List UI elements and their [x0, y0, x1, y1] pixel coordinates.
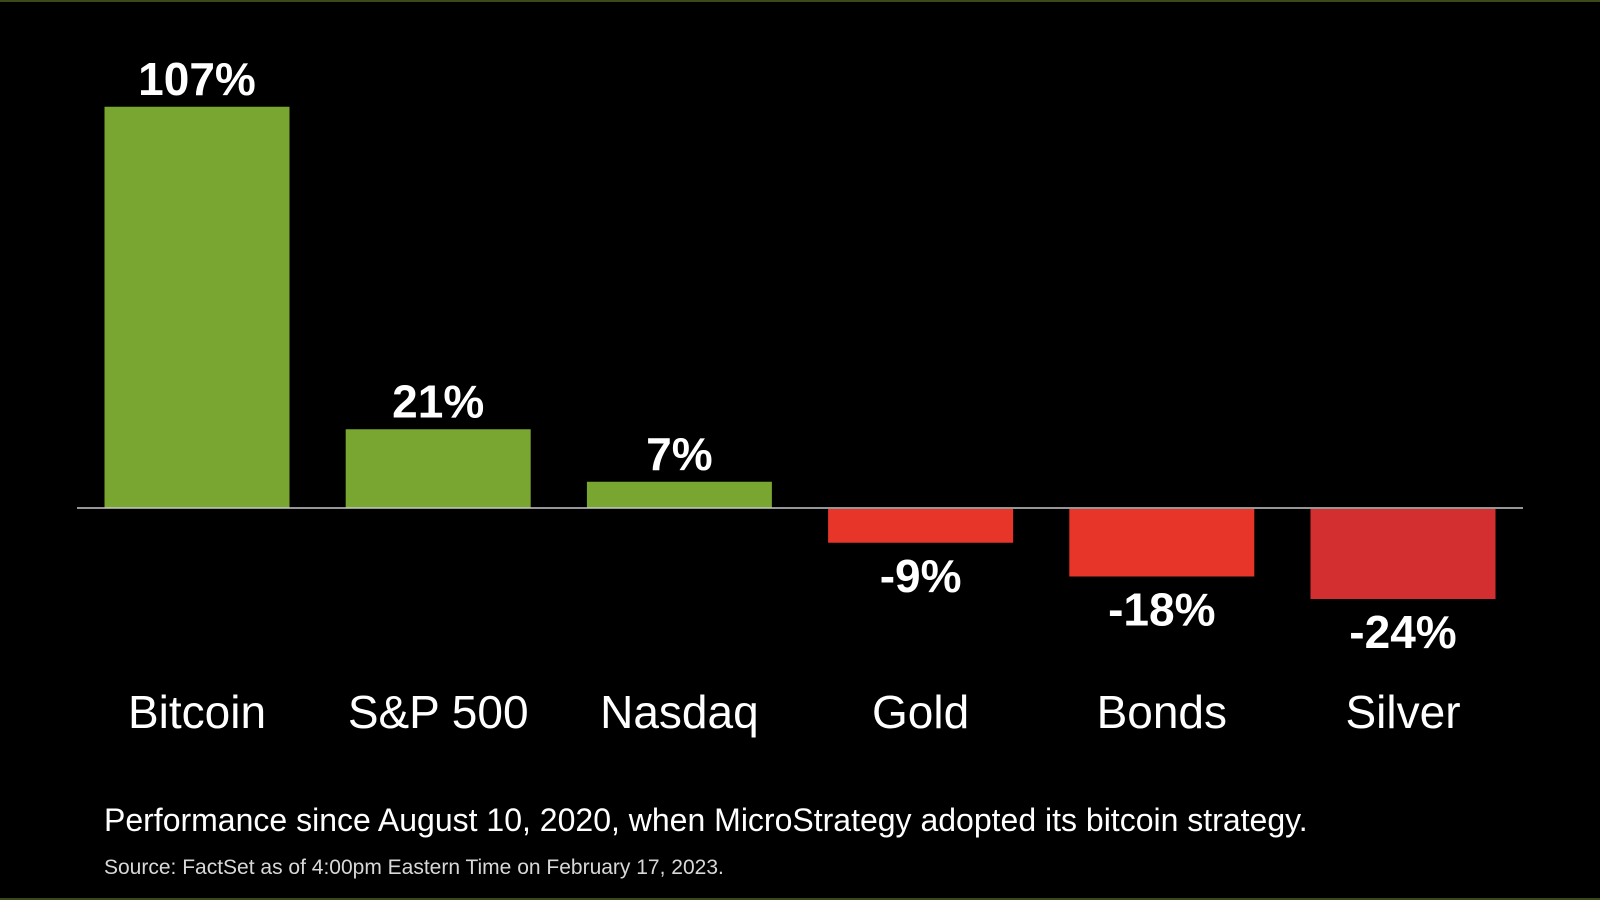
source-note: Source: FactSet as of 4:00pm Eastern Tim… — [104, 856, 724, 879]
value-label-silver: -24% — [1349, 606, 1456, 658]
bar-bonds — [1069, 509, 1255, 577]
bar-silver — [1310, 509, 1496, 599]
category-label-silver: Silver — [1345, 686, 1460, 738]
category-label-nasdaq: Nasdaq — [600, 686, 759, 738]
category-label-bonds: Bonds — [1097, 686, 1227, 738]
value-labels-layer: 107% 21% 7% -9% -18% -24% — [138, 53, 1457, 658]
chart-caption: Performance since August 10, 2020, when … — [104, 802, 1308, 838]
value-label-bonds: -18% — [1108, 584, 1215, 636]
value-label-bitcoin: 107% — [138, 53, 256, 105]
category-label-bitcoin: Bitcoin — [128, 686, 266, 738]
bar-chart: 107% 21% 7% -9% -18% -24% Bitcoin S&P 500 Nasda… — [77, 53, 1523, 738]
bar-bitcoin — [104, 106, 290, 508]
bar-s-p-500 — [345, 429, 531, 508]
bar-nasdaq — [586, 481, 772, 508]
value-label-gold: -9% — [880, 550, 962, 602]
value-label-s-p-500: 21% — [392, 375, 484, 427]
bars-layer — [104, 106, 1496, 599]
category-label-s-p-500: S&P 500 — [348, 686, 529, 738]
value-label-nasdaq: 7% — [646, 428, 712, 480]
bar-gold — [828, 509, 1014, 543]
category-label-gold: Gold — [872, 686, 969, 738]
category-labels-layer: Bitcoin S&P 500 Nasdaq Gold Bonds Silver — [128, 686, 1461, 738]
